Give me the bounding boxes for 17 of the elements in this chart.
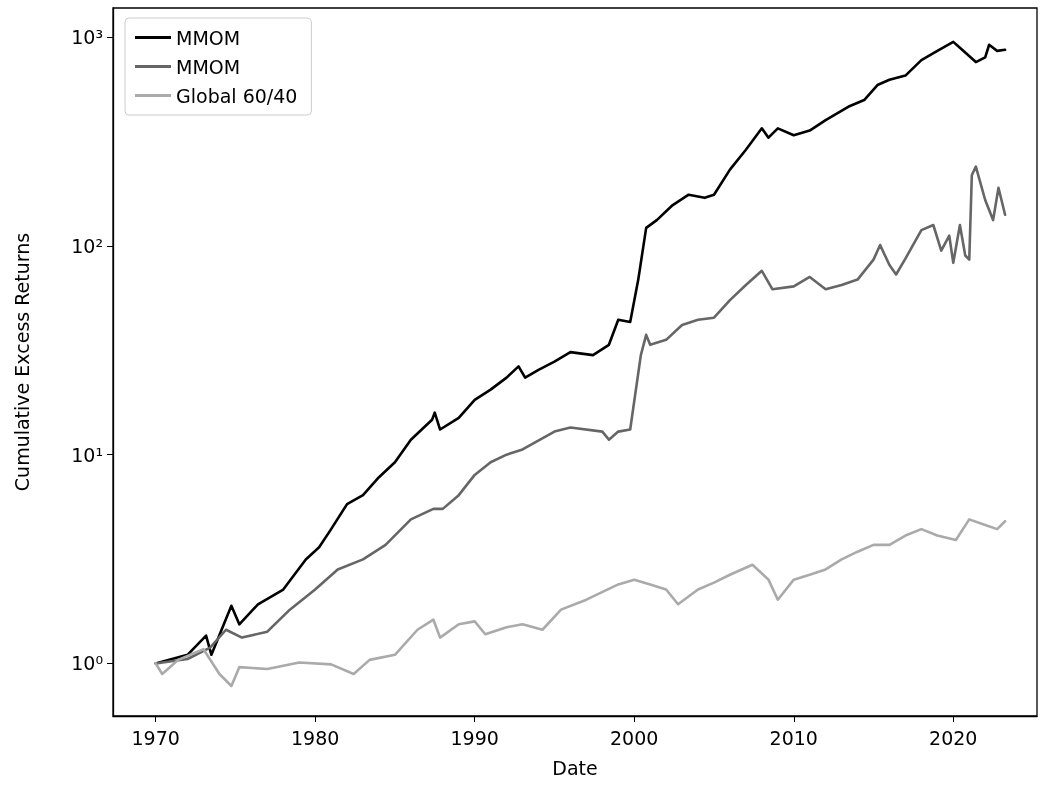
y-axis-title: Cumulative Excess Returns [10,232,33,492]
legend-label: Global 60/40 [176,84,298,107]
legend-label: MMOM [176,26,241,49]
legend-label: MMOM [176,55,241,78]
y-tick-label: 10⁰ [71,652,103,675]
x-tick-label: 1980 [290,726,340,749]
x-tick-label: 1990 [450,726,499,749]
x-tick-label: 1970 [131,726,180,749]
y-tick-label: 10³ [71,26,103,49]
y-tick-label: 10¹ [71,443,103,466]
y-tick-label: 10² [71,234,103,257]
line-series [154,165,1007,665]
x-tick-label: 2010 [769,726,818,749]
x-tick-label: 2000 [610,726,659,749]
line-series [154,518,1007,688]
x-tick-label: 2020 [929,726,978,749]
x-axis-title: Date [552,756,598,779]
